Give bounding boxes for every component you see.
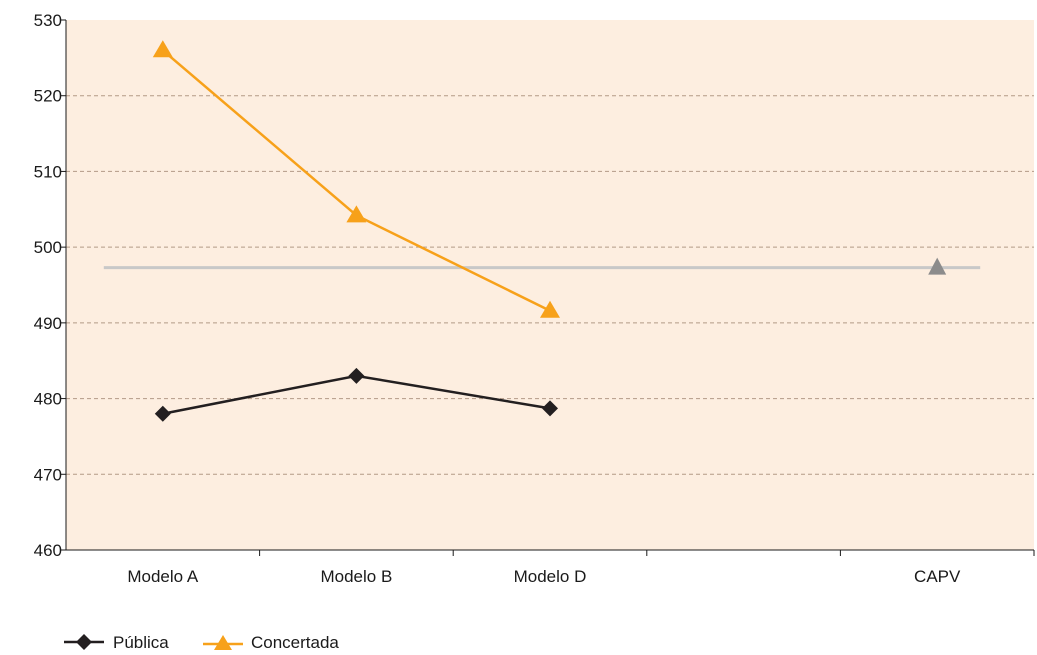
y-tick-label-520: 520 [34,87,62,106]
series-publica [154,367,558,422]
legend-item-publica: Pública [64,633,169,652]
legend-publica-diamond-icon [76,634,92,650]
y-tick-label-470: 470 [34,465,62,484]
point-concertada-modelo-b [346,205,367,223]
x-tick-label-modelo-a: Modelo A [127,567,199,586]
legend-item-concertada: Concertada [203,633,339,652]
y-tick-labels: 460 470 480 490 500 510 520 530 [34,11,62,560]
series-group [152,40,560,422]
axes [60,19,1035,556]
point-publica-modelo-b [348,367,365,384]
point-publica-modelo-d [542,400,558,417]
capv-reference-marker [928,257,947,275]
y-tick-label-480: 480 [34,390,62,409]
grid-lines [66,95,1034,475]
point-concertada-modelo-d [540,300,560,318]
y-tick-label-500: 500 [34,238,62,257]
reference-line-group [103,257,981,275]
y-tick-label-460: 460 [34,541,62,560]
x-tick-label-capv: CAPV [914,567,961,586]
y-tick-label-530: 530 [34,11,62,30]
y-tick-label-510: 510 [34,162,62,181]
point-concertada-modelo-a [152,40,173,58]
y-tick-label-490: 490 [34,314,62,333]
legend-concertada-triangle-icon [214,635,232,650]
x-tick-label-modelo-d: Modelo D [514,567,587,586]
legend: Pública Concertada [64,633,339,652]
x-tick-label-modelo-b: Modelo B [320,567,392,586]
legend-concertada-label: Concertada [251,633,339,652]
x-tick-labels: Modelo A Modelo B Modelo D CAPV [127,567,961,586]
plot-area [66,20,1034,550]
legend-publica-label: Pública [113,633,169,652]
series-concertada [152,40,560,318]
point-publica-modelo-a [154,405,171,422]
